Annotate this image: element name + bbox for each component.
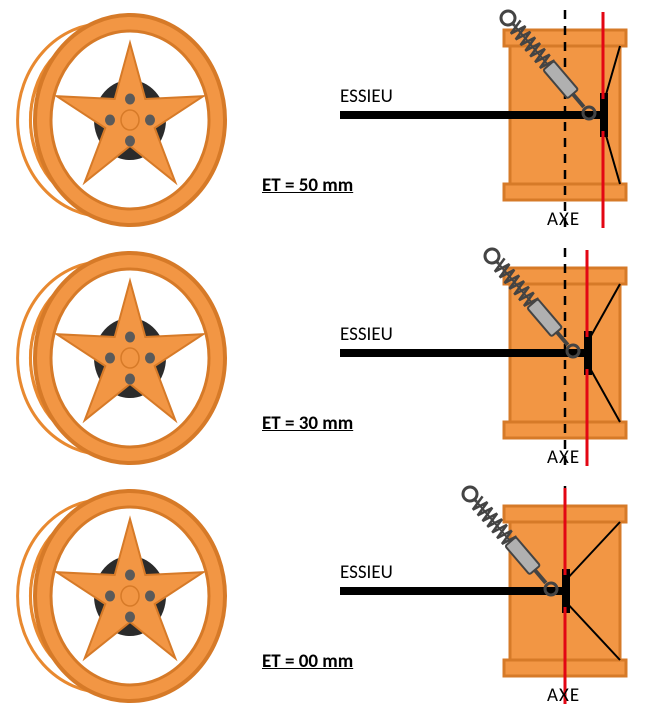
- axe-label: AXE: [547, 446, 580, 469]
- essieu-label: ESSIEU: [340, 323, 393, 346]
- essieu-label: ESSIEU: [340, 561, 393, 584]
- row-svg: [0, 0, 666, 240]
- axe-label: AXE: [547, 684, 580, 707]
- et-label: ET = 30 mm: [262, 412, 353, 435]
- et-label: ET = 50 mm: [262, 174, 353, 197]
- diagram-canvas: ET = 50 mm ESSIEU AXE ET = 30 mm ESSIEU AXE ET…: [0, 0, 666, 724]
- row-svg: [0, 476, 666, 716]
- essieu-label: ESSIEU: [340, 85, 393, 108]
- row-svg: [0, 238, 666, 478]
- axe-label: AXE: [547, 208, 580, 231]
- et-label: ET = 00 mm: [262, 650, 353, 673]
